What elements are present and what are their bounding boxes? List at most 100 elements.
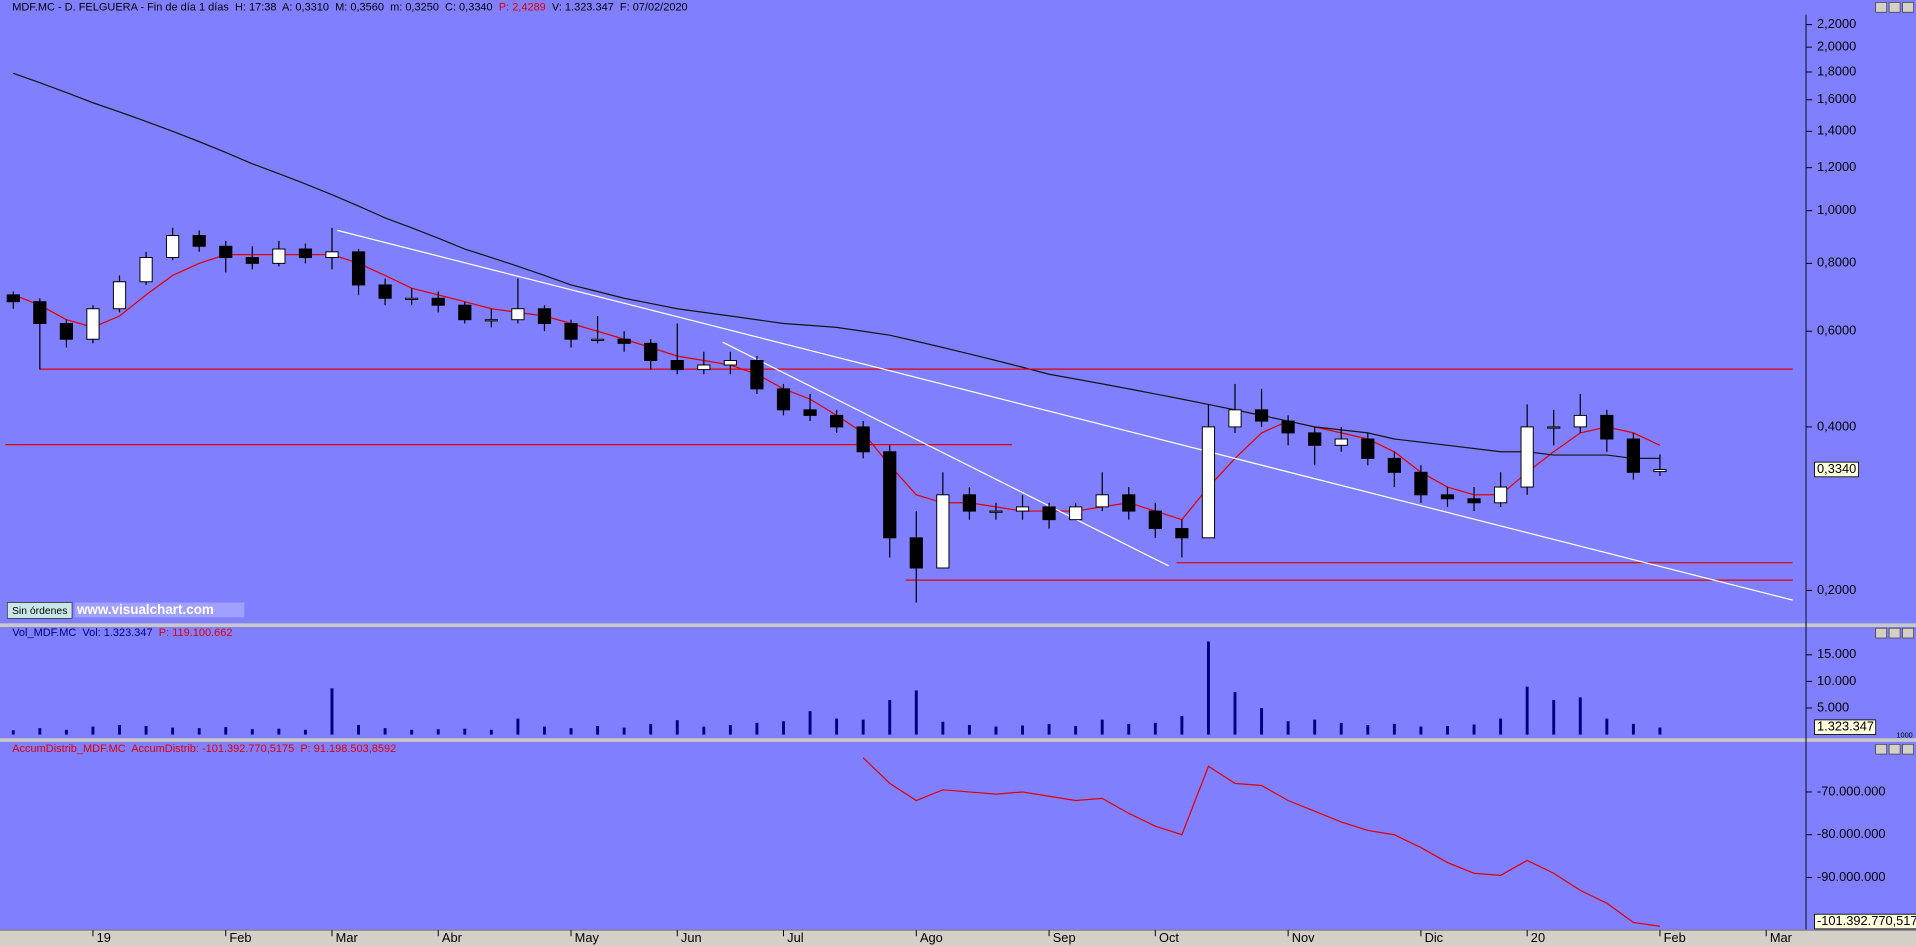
volume-bar: [542, 726, 546, 735]
candle-body: [750, 360, 764, 390]
candle-body: [723, 360, 737, 366]
volume-bar: [649, 723, 653, 735]
candle-body: [192, 235, 206, 247]
volume-bar: [1260, 707, 1264, 735]
candle-body: [351, 251, 366, 286]
candle-body: [272, 248, 286, 264]
volume-bar: [1206, 641, 1210, 735]
y-tick-label: 1,4000: [1817, 123, 1856, 138]
close-button[interactable]: [1902, 2, 1914, 13]
minimize-button[interactable]: [1875, 627, 1888, 639]
x-tick-label: Mar: [336, 930, 359, 945]
x-tick-label: Abr: [442, 930, 463, 945]
candle-body: [564, 323, 578, 340]
header-text: Vol_MDF.MC Vol: 1.323.347: [12, 627, 159, 639]
maximize-button[interactable]: [1888, 627, 1901, 639]
unit-label: 1000: [1896, 731, 1912, 740]
candle-body: [1600, 414, 1614, 440]
candle-body: [803, 409, 817, 416]
volume-bar: [489, 729, 493, 735]
volume-bar: [994, 726, 998, 735]
volume-bar: [250, 729, 254, 735]
x-tick-label: May: [575, 930, 600, 945]
volume-bar: [1525, 686, 1529, 735]
candle-body: [1201, 426, 1216, 539]
candle-body: [458, 304, 472, 321]
candle-body: [936, 494, 950, 569]
volume-bar: [702, 726, 706, 735]
candle-body: [1281, 420, 1295, 434]
volume-bar: [1021, 725, 1024, 735]
volume-bar: [224, 727, 228, 735]
candle-body: [989, 510, 1003, 513]
volume-bar: [1100, 719, 1104, 735]
candle-body: [1254, 409, 1269, 422]
candle-body: [1493, 486, 1508, 504]
candle-body: [6, 294, 20, 303]
orders-button[interactable]: [6, 602, 73, 619]
close-button[interactable]: [1902, 627, 1914, 639]
header-text: P: 2,4289: [499, 1, 546, 13]
volume-bar: [1339, 722, 1343, 735]
header-text: V: 1.323.347 F: 07/02/2020: [546, 1, 688, 13]
volume-bar: [782, 721, 785, 735]
candle-body: [166, 235, 180, 259]
minimize-button[interactable]: [1875, 2, 1888, 13]
volume-bar: [835, 718, 839, 735]
last-value-label: -101.392.770,517: [1817, 913, 1916, 928]
volume-bar: [1446, 726, 1449, 735]
y-tick-label: -90.000.000: [1817, 869, 1885, 884]
close-button[interactable]: [1902, 743, 1914, 755]
accum-header: AccumDistrib_MDF.MC AccumDistrib: -101.3…: [12, 743, 396, 755]
volume-bar: [144, 726, 148, 735]
candle-body: [33, 301, 47, 324]
candle-body: [1042, 506, 1056, 521]
candle-body: [617, 338, 631, 344]
volume-bar: [941, 721, 945, 735]
candle-body: [59, 323, 73, 340]
volume-bar: [303, 729, 307, 735]
volume-bar: [516, 718, 520, 735]
volume-bar: [569, 728, 573, 735]
candle-body: [112, 281, 127, 310]
trend-line: [722, 341, 1169, 567]
volume-bar: [1366, 724, 1370, 735]
x-tick-label: Mar: [1770, 930, 1793, 945]
volume-bar: [1552, 699, 1556, 735]
volume-bar: [1233, 692, 1237, 735]
volume-bar: [1392, 723, 1396, 735]
candle-body: [1414, 471, 1428, 496]
volume-bar: [1074, 726, 1078, 735]
candle-body: [139, 257, 153, 283]
y-tick-label: 2,2000: [1817, 16, 1856, 31]
candle-body: [909, 537, 923, 569]
volume-bar: [91, 726, 95, 735]
candle-body: [484, 319, 498, 322]
volume-bar: [197, 728, 201, 735]
candle-body: [1573, 414, 1587, 428]
panel-separator: [0, 738, 1916, 742]
maximize-button[interactable]: [1888, 743, 1901, 755]
window-buttons: [1875, 2, 1914, 755]
candle-body: [537, 308, 552, 324]
volume-bar: [888, 699, 892, 735]
volume-bar: [11, 730, 15, 735]
header-text: P: 119.100.662: [159, 627, 233, 639]
y-tick-label: 15.000: [1817, 646, 1856, 661]
y-tick-label: 0,2000: [1817, 582, 1856, 597]
volume-bar: [1658, 727, 1662, 735]
minimize-button[interactable]: [1875, 743, 1888, 755]
watermark: www.visualchart.com: [76, 602, 214, 617]
maximize-button[interactable]: [1888, 2, 1901, 13]
indicator-line: [862, 757, 1661, 927]
last-value-box: [1814, 461, 1859, 478]
volume-bar: [410, 729, 414, 735]
x-tick-label: Oct: [1159, 930, 1179, 945]
candle-body: [1334, 438, 1348, 446]
x-tick-label: Jul: [787, 930, 803, 945]
candle-body: [511, 308, 525, 321]
candle-body: [962, 494, 977, 512]
y-tick-label: 1,2000: [1817, 159, 1856, 174]
y-tick-label: 10.000: [1817, 673, 1856, 688]
volume-bar: [118, 724, 121, 735]
